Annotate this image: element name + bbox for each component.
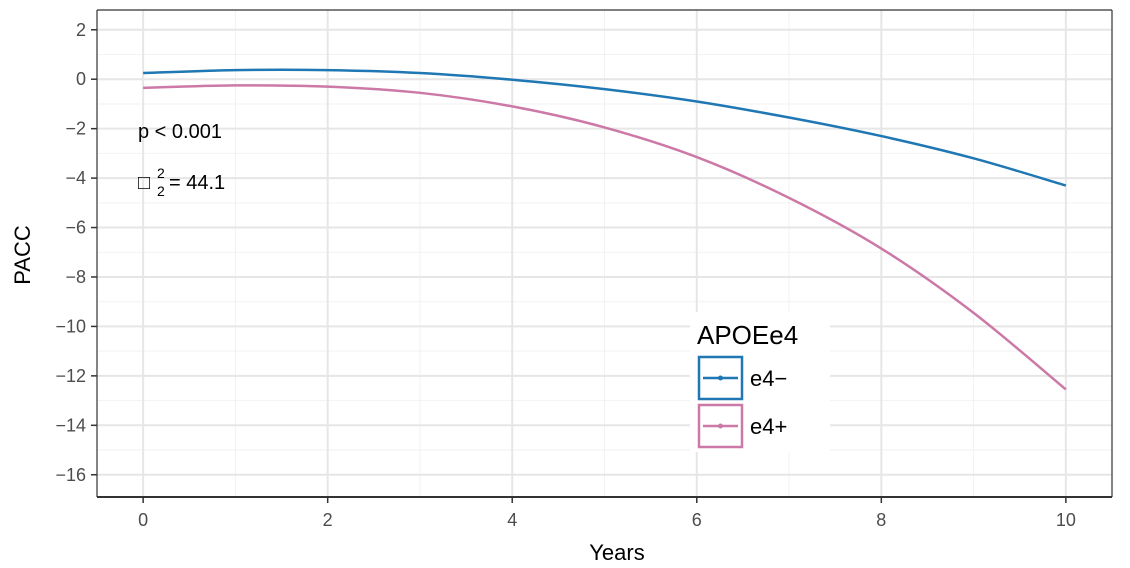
legend: APOEe4 e4− e4+ (690, 312, 830, 452)
legend-item-e4-minus: e4− (697, 355, 787, 401)
y-axis-title: PACC (10, 225, 35, 285)
legend-title: APOEe4 (697, 320, 798, 350)
legend-key-point-e4-minus (718, 375, 723, 381)
y-tick-label: −2 (65, 119, 86, 139)
x-tick-label: 10 (1056, 510, 1076, 530)
legend-key-point-e4-plus (718, 423, 723, 429)
y-tick-label: −4 (65, 168, 86, 188)
chi-square-subscript: 2 (157, 183, 165, 199)
chi-square-superscript: 2 (157, 165, 165, 181)
y-tick-label: −8 (65, 267, 86, 287)
chi-square-value: = 44.1 (169, 172, 225, 194)
legend-label-e4-plus: e4+ (750, 414, 787, 439)
series-lines (143, 68, 1067, 391)
grid (97, 10, 1112, 497)
y-tick-label: −12 (55, 366, 86, 386)
x-axis-title: Years (589, 540, 644, 565)
y-tick-label: 0 (76, 69, 86, 89)
x-tick-label: 0 (138, 510, 148, 530)
chi-square-symbol: □ (138, 172, 150, 194)
x-tick-label: 2 (323, 510, 333, 530)
x-tick-label: 4 (507, 510, 517, 530)
y-tick-label: −16 (55, 465, 86, 485)
series-line-e4-minus (143, 68, 1067, 187)
axes: 0 2 4 6 8 10 2 0 −2 −4 −6 −8 −10 −12 −14 −16 (55, 9, 1113, 530)
x-tick-label: 6 (692, 510, 702, 530)
stat-annotation: p < 0.001 □ 2 2 = 44.1 (138, 121, 225, 199)
y-tick-label: −6 (65, 218, 86, 238)
y-tick-label: 2 (76, 20, 86, 40)
y-tick-label: −14 (55, 415, 86, 435)
legend-item-e4-plus: e4+ (697, 403, 787, 449)
series-line-e4-plus (143, 84, 1067, 391)
x-tick-label: 8 (876, 510, 886, 530)
legend-label-e4-minus: e4− (750, 366, 787, 391)
p-value-text: p < 0.001 (138, 121, 222, 143)
y-tick-label: −10 (55, 316, 86, 336)
